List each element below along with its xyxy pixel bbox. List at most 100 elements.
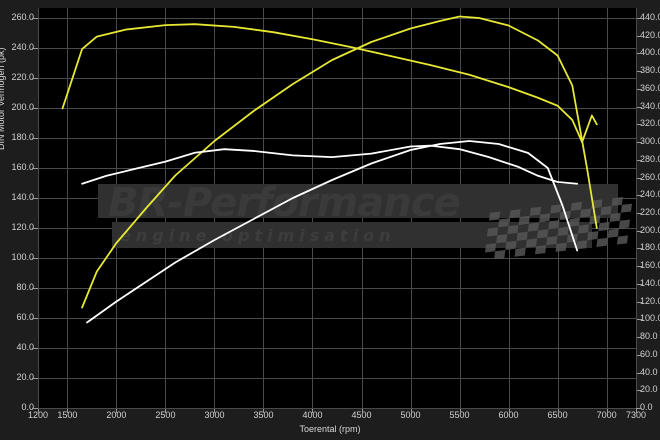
x-tick-label: 6000 — [498, 410, 519, 420]
y-tick-label-right: 80.0 — [640, 331, 658, 342]
x-tick-label: 2000 — [106, 410, 127, 420]
y-tick-label-left: 100.0 — [11, 252, 34, 262]
y-tick-mark-right — [636, 195, 642, 197]
y-tick-mark-left — [32, 168, 38, 169]
y-tick-mark-left — [32, 378, 38, 379]
gridline-horizontal — [38, 18, 636, 19]
y-tick-mark-right — [636, 390, 642, 392]
y-tick-mark-right — [636, 408, 642, 409]
y-tick-mark-left — [32, 408, 38, 409]
gridline-horizontal — [38, 138, 636, 139]
y-tick-mark-right — [636, 354, 642, 356]
y-tick-label-left: 220.0 — [11, 72, 34, 82]
x-tick-label: 1200 — [27, 410, 49, 420]
gridline-vertical — [38, 8, 39, 408]
y-tick-label-right: 240.0 — [640, 189, 660, 200]
x-tick-mark — [38, 408, 39, 413]
y-tick-label-right: 140.0 — [640, 277, 660, 288]
y-tick-label-right: 420.0 — [640, 29, 660, 40]
y-tick-mark-right — [636, 35, 642, 37]
x-tick-mark — [410, 408, 412, 413]
y-tick-label-left: 60.0 — [16, 312, 34, 322]
y-tick-mark-left — [32, 198, 38, 199]
gridline-horizontal — [38, 348, 636, 349]
y-tick-label-right: 380.0 — [640, 65, 660, 76]
curve-tuned-power — [81, 15, 598, 309]
y-tick-mark-left — [32, 318, 38, 319]
y-tick-label-right: 160.0 — [640, 260, 660, 271]
y-tick-label-right: 440.0 — [640, 12, 660, 22]
x-tick-mark — [312, 408, 314, 413]
x-tick-mark — [263, 408, 265, 413]
y-tick-label-left: 80.0 — [16, 282, 34, 292]
y-tick-label-right: 0.0 — [640, 402, 653, 412]
curve-tuned-torque — [61, 23, 598, 143]
x-tick-label: 3000 — [204, 410, 225, 420]
x-tick-mark — [116, 408, 118, 413]
y-tick-mark-right — [636, 106, 642, 108]
y-tick-mark-right — [636, 53, 642, 55]
y-tick-label-right: 300.0 — [640, 136, 660, 147]
y-tick-label-right: 220.0 — [640, 207, 660, 217]
y-tick-label-right: 260.0 — [640, 171, 660, 182]
x-tick-mark — [165, 408, 167, 413]
y-tick-label-left: 120.0 — [11, 222, 34, 232]
y-tick-label-left: 140.0 — [11, 192, 34, 202]
y-tick-mark-right — [636, 71, 642, 73]
y-tick-mark-right — [636, 319, 642, 321]
gridline-horizontal — [38, 168, 636, 169]
y-tick-label-right: 120.0 — [640, 295, 660, 306]
y-tick-mark-left — [32, 138, 38, 139]
gridline-vertical — [67, 8, 69, 408]
y-tick-label-left: 260.0 — [11, 12, 34, 22]
y-tick-label-left: 240.0 — [11, 42, 34, 52]
y-tick-label-right: 200.0 — [640, 224, 660, 235]
y-tick-mark-right — [636, 372, 642, 374]
x-tick-label: 1500 — [57, 410, 78, 420]
x-tick-label: 2500 — [155, 410, 176, 420]
x-tick-label: 7000 — [596, 410, 617, 420]
curve-stock-torque — [81, 144, 579, 185]
x-tick-mark — [557, 408, 559, 413]
y-tick-mark-right — [636, 88, 642, 90]
y-tick-mark-right — [636, 266, 642, 268]
gridline-horizontal — [38, 108, 636, 109]
y-tick-label-right: 100.0 — [640, 313, 660, 324]
x-tick-label: 4500 — [351, 410, 372, 420]
y-tick-label-left: 40.0 — [16, 342, 34, 352]
y-tick-mark-right — [636, 18, 642, 19]
x-axis-label: Toerental (rpm) — [299, 424, 361, 434]
gridline-horizontal — [38, 258, 636, 259]
y-tick-mark-right — [636, 248, 642, 250]
x-tick-label: 5000 — [400, 410, 421, 420]
x-tick-label: 3500 — [253, 410, 274, 420]
y-tick-label-left: 20.0 — [16, 372, 34, 382]
gridline-horizontal — [38, 78, 636, 79]
y-tick-mark-right — [636, 124, 642, 126]
x-tick-mark — [361, 408, 363, 413]
y-tick-label-left: 0.0 — [21, 402, 34, 412]
y-tick-mark-left — [32, 258, 38, 259]
x-tick-label: 5500 — [449, 410, 470, 420]
y-tick-mark-left — [32, 78, 38, 79]
x-tick-mark — [606, 408, 608, 413]
x-tick-mark — [508, 408, 510, 413]
y-tick-label-right: 180.0 — [640, 242, 660, 253]
y-tick-label-right: 320.0 — [640, 118, 660, 129]
y-tick-label-right: 360.0 — [640, 82, 660, 93]
y-tick-mark-right — [636, 142, 642, 144]
y-tick-mark-right — [636, 177, 642, 179]
y-tick-mark-left — [32, 48, 38, 49]
y-tick-label-right: 280.0 — [640, 153, 660, 164]
y-tick-label-left: 180.0 — [11, 132, 34, 142]
y-tick-label-left: 200.0 — [11, 102, 34, 112]
x-tick-label: 4000 — [302, 410, 323, 420]
x-tick-mark — [67, 408, 69, 413]
y-tick-label-right: 60.0 — [640, 348, 658, 359]
gridline-horizontal — [38, 318, 636, 319]
x-tick-mark — [459, 408, 461, 413]
y-tick-mark-left — [32, 288, 38, 289]
y-tick-mark-right — [636, 337, 642, 339]
y-tick-label-right: 340.0 — [640, 100, 660, 111]
